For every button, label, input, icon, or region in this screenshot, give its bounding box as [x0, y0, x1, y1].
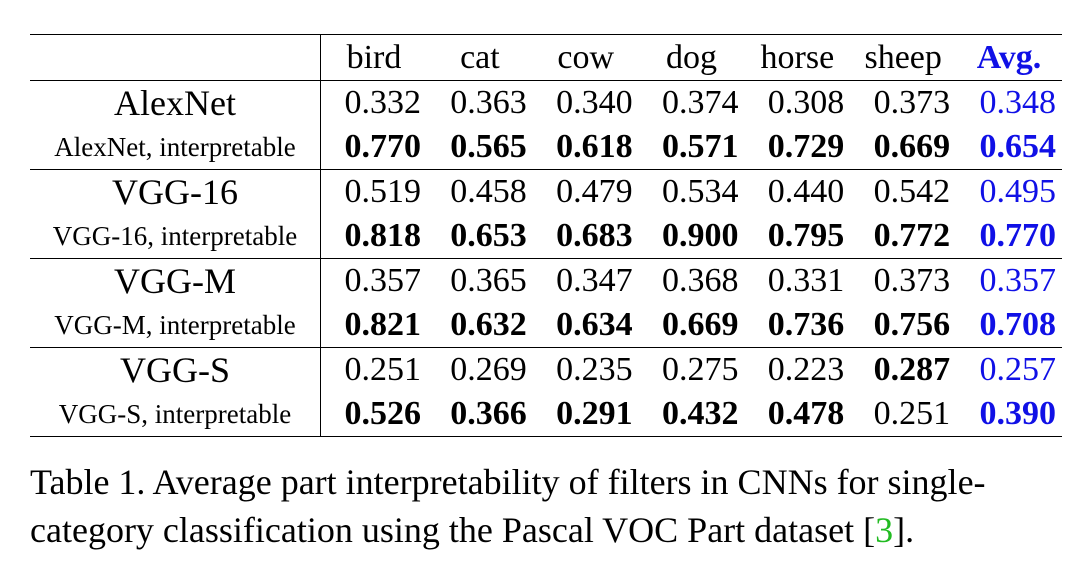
value-cell: 0.756	[850, 303, 957, 348]
value-cell: 0.669	[638, 303, 745, 348]
value-cell: 0.669	[850, 125, 957, 170]
table-row: VGG-S, interpretable 0.526 0.366 0.291 0.432…	[30, 392, 1062, 437]
caption-text-end: ].	[893, 510, 915, 550]
value-cell: 0.618	[532, 125, 639, 170]
avg-value-cell: 0.357	[979, 262, 1057, 300]
header-row: bird cat cow dog horse sheep Avg.	[30, 34, 1062, 81]
col-header-bird: bird	[320, 34, 427, 81]
col-header-dog: dog	[638, 34, 745, 81]
value-cell: 0.251	[850, 392, 957, 437]
table-caption: Table 1. Average part interpretability o…	[30, 458, 1060, 554]
col-header-sheep: sheep	[850, 34, 957, 81]
table-row: VGG-16 0.519 0.458 0.479 0.534 0.440 0.542 0.49…	[30, 169, 1062, 215]
value-cell: 0.519	[344, 173, 421, 211]
value-cell: 0.683	[532, 214, 639, 259]
value-cell: 0.308	[767, 84, 845, 122]
value-cell: 0.900	[638, 214, 745, 259]
value-cell: 0.478	[744, 392, 851, 437]
value-cell: 0.366	[426, 392, 533, 437]
value-cell: 0.440	[767, 173, 845, 211]
citation-link[interactable]: 3	[875, 510, 894, 550]
model-name-cell: VGG-S, interpretable	[30, 392, 321, 437]
value-cell: 0.526	[320, 392, 427, 437]
value-cell: 0.542	[873, 173, 951, 211]
value-cell: 0.331	[767, 262, 845, 300]
results-table: bird cat cow dog horse sheep Avg. AlexNe…	[30, 34, 1062, 437]
value-cell: 0.458	[450, 173, 527, 211]
value-cell: 0.235	[556, 351, 633, 389]
model-name-cell: VGG-S	[30, 347, 321, 393]
value-cell: 0.347	[556, 262, 633, 300]
value-cell: 0.251	[344, 351, 421, 389]
table-row: VGG-16, interpretable 0.818 0.653 0.683 0.90…	[30, 214, 1062, 259]
value-cell: 0.332	[344, 84, 421, 122]
value-cell: 0.818	[320, 214, 427, 259]
value-cell: 0.291	[532, 392, 639, 437]
value-cell: 0.275	[661, 351, 739, 389]
value-cell: 0.340	[556, 84, 633, 122]
model-name-cell: VGG-16	[30, 169, 321, 215]
model-name-cell: VGG-M, interpretable	[30, 303, 321, 348]
value-cell: 0.363	[450, 84, 527, 122]
value-cell: 0.269	[450, 351, 527, 389]
model-name-cell: AlexNet, interpretable	[30, 125, 321, 170]
value-cell: 0.795	[744, 214, 851, 259]
value-cell: 0.357	[344, 262, 421, 300]
value-cell: 0.821	[320, 303, 427, 348]
model-name-cell: VGG-M	[30, 258, 321, 304]
avg-value-cell: 0.770	[956, 214, 1062, 259]
value-cell: 0.479	[556, 173, 633, 211]
value-cell: 0.373	[873, 262, 951, 300]
avg-value-cell: 0.708	[956, 303, 1062, 348]
avg-value-cell: 0.257	[979, 351, 1057, 389]
value-cell: 0.565	[426, 125, 533, 170]
table-body: AlexNet 0.332 0.363 0.340 0.374 0.308 0.373 0.3…	[30, 80, 1062, 437]
value-cell: 0.534	[661, 173, 739, 211]
value-cell: 0.571	[638, 125, 745, 170]
value-cell: 0.368	[661, 262, 739, 300]
value-cell: 0.374	[661, 84, 739, 122]
table-row: VGG-M 0.357 0.365 0.347 0.368 0.331 0.373 0.357	[30, 258, 1062, 304]
value-cell: 0.287	[873, 351, 951, 389]
value-cell: 0.770	[320, 125, 427, 170]
value-cell: 0.365	[450, 262, 527, 300]
avg-value-cell: 0.390	[956, 392, 1062, 437]
value-cell: 0.729	[744, 125, 851, 170]
caption-text: Table 1. Average part interpretability o…	[30, 462, 986, 550]
table-row: AlexNet 0.332 0.363 0.340 0.374 0.308 0.373 0.3…	[30, 80, 1062, 126]
value-cell: 0.432	[638, 392, 745, 437]
table-row: AlexNet, interpretable 0.770 0.565 0.618 0.5…	[30, 125, 1062, 170]
value-cell: 0.632	[426, 303, 533, 348]
value-cell: 0.373	[873, 84, 951, 122]
value-cell: 0.634	[532, 303, 639, 348]
table-row: VGG-S 0.251 0.269 0.235 0.275 0.223 0.287 0.257	[30, 347, 1062, 393]
value-cell: 0.653	[426, 214, 533, 259]
model-name-cell: AlexNet	[30, 80, 321, 126]
col-header-horse: horse	[744, 34, 851, 81]
col-header-avg: Avg.	[956, 34, 1062, 81]
avg-value-cell: 0.495	[979, 173, 1057, 211]
avg-value-cell: 0.654	[956, 125, 1062, 170]
col-header-cow: cow	[532, 34, 639, 81]
value-cell: 0.736	[744, 303, 851, 348]
col-header-cat: cat	[426, 34, 533, 81]
value-cell: 0.223	[767, 351, 845, 389]
model-name-cell: VGG-16, interpretable	[30, 214, 321, 259]
avg-value-cell: 0.348	[979, 84, 1057, 122]
table-row: VGG-M, interpretable 0.821 0.632 0.634 0.669…	[30, 303, 1062, 348]
corner-cell	[30, 34, 321, 81]
value-cell: 0.772	[850, 214, 957, 259]
